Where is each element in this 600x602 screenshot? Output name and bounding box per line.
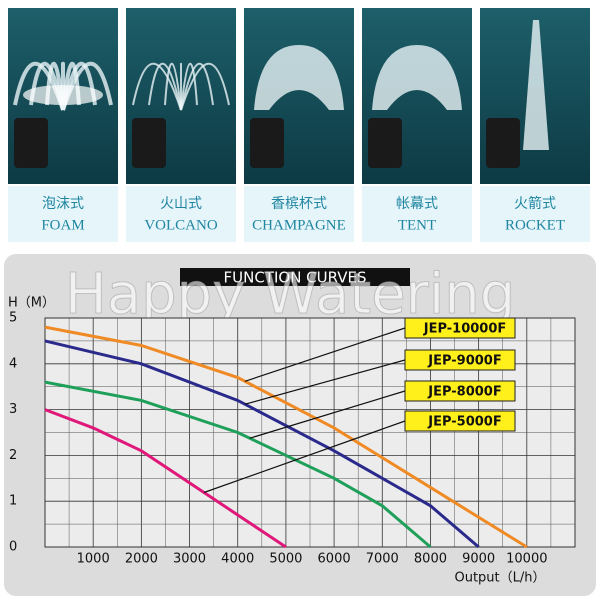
fountain-spray [148,62,182,111]
nozzle [250,118,284,168]
label-box [126,186,236,242]
nozzle [368,118,402,168]
product-name-en: ROCKET [505,217,565,233]
y-tick-label: 5 [9,311,17,326]
fountain-spray [372,45,462,110]
x-tick-label: 9000 [462,552,495,567]
x-tick-label: 3000 [173,552,206,567]
series-line [44,380,432,549]
label-box [362,186,472,242]
fountain-spray [132,62,182,111]
series-line [44,408,287,549]
y-tick-label: 3 [9,402,17,417]
y-axis-label: H（M） [8,296,55,311]
product-name-cn: 泡沫式 [42,196,84,212]
nozzle [486,118,520,168]
fountain-spray [180,62,214,111]
x-tick-label: 8000 [414,552,447,567]
x-axis-label: Output（L/h） [454,571,545,586]
legend-label: JEP-5000F [427,415,501,430]
x-tick-label: 2000 [125,552,158,567]
leader-line [203,420,406,494]
x-tick-label: 4000 [221,552,254,567]
legend-label: JEP-8000F [427,385,501,400]
product-name-en: TENT [398,217,436,233]
legend-box [404,410,516,432]
leader-line [244,327,406,382]
x-tick-label: 5000 [269,552,302,567]
legend-label: JEP-10000F [423,322,507,337]
fountain-spray [180,62,198,111]
legend-box [404,349,516,371]
y-tick-label: 1 [9,494,17,509]
nozzle [132,118,166,168]
watermark: Happy Watering [65,262,516,327]
legend-box [404,317,516,339]
label-box [8,186,118,242]
chart-title: FUNCTION CURVES [224,269,367,287]
nozzle [14,118,48,168]
x-tick-label: 6000 [318,552,351,567]
y-tick-label: 0 [9,540,17,555]
fountain-spray [180,62,230,111]
x-tick-label: 7000 [366,552,399,567]
title-bar [180,268,410,286]
legend-box [404,380,516,402]
legend-label: JEP-9000F [427,354,501,369]
leader-line [249,390,406,439]
y-tick-label: 4 [9,356,17,371]
series-line [44,339,480,549]
product-name-cn: 帐幕式 [396,196,438,212]
series-line [44,325,528,549]
product-name-cn: 香槟杯式 [271,196,327,212]
label-box [480,186,590,242]
product-name-cn: 火山式 [160,196,202,212]
fountain-foam [23,85,103,105]
x-tick-label: 10000 [506,552,547,567]
y-tick-label: 2 [9,448,17,463]
product-name-en: CHAMPAGNE [252,217,346,233]
x-tick-label: 1000 [77,552,110,567]
fountain-spray [523,20,549,150]
product-name-cn: 火箭式 [514,195,556,212]
fountain-spray [254,45,344,110]
product-name-en: VOLCANO [144,217,217,233]
label-box [244,186,354,242]
product-name-en: FOAM [41,217,84,233]
fountain-spray [164,62,182,111]
leader-line [244,359,406,405]
